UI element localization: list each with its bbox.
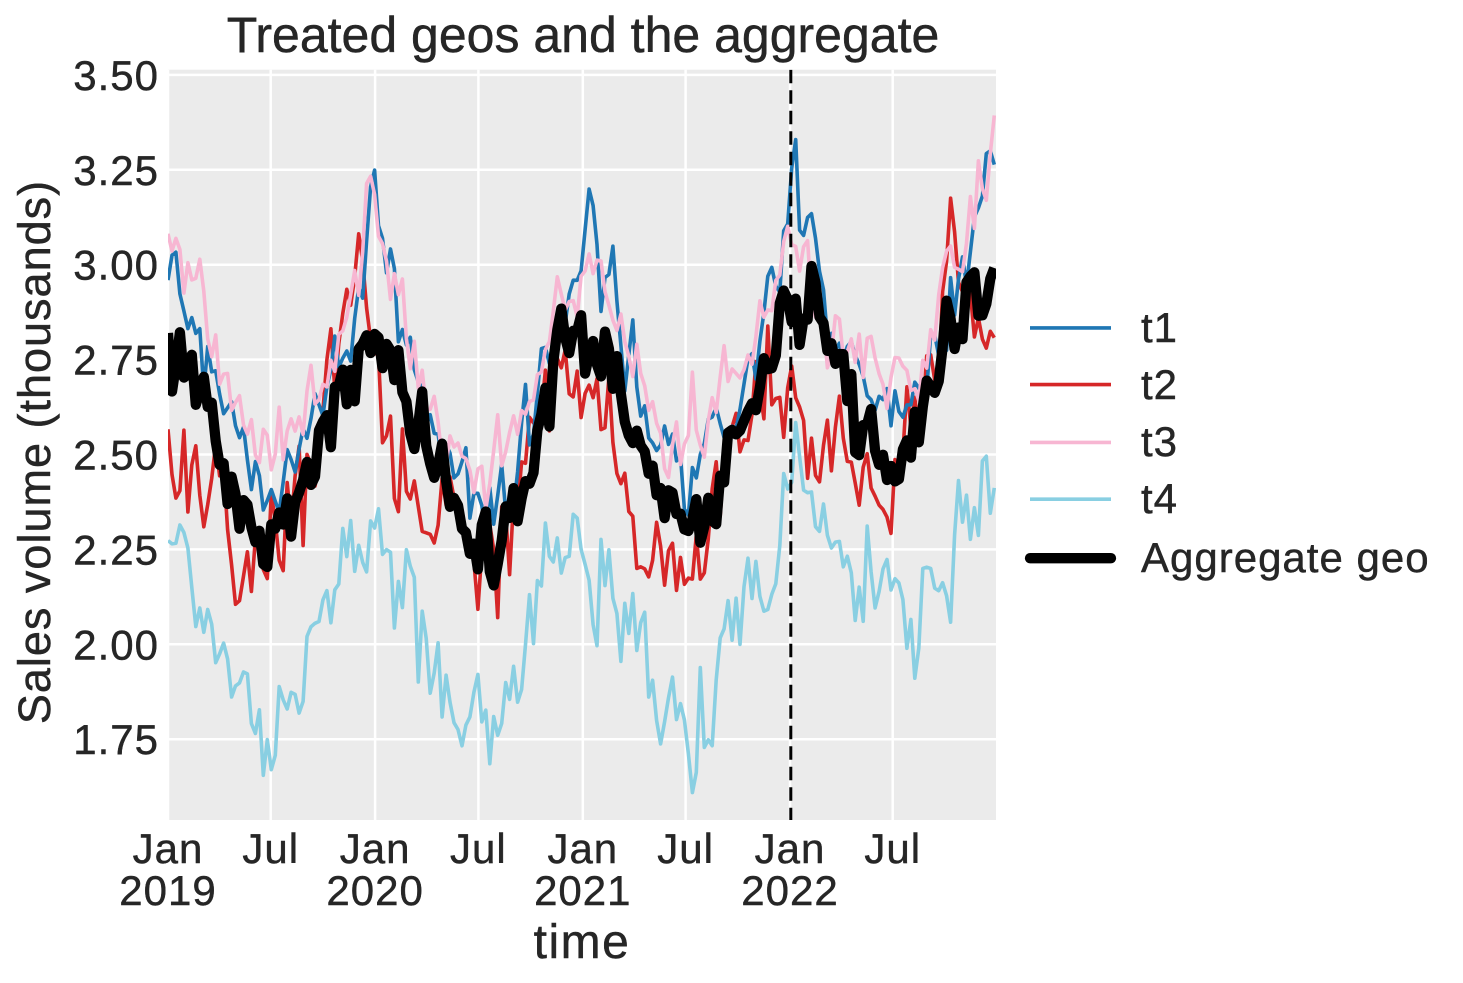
svg-text:t2: t2 — [1141, 361, 1178, 408]
svg-text:3.00: 3.00 — [73, 242, 159, 289]
svg-text:2.75: 2.75 — [73, 337, 159, 384]
svg-text:2.50: 2.50 — [73, 432, 159, 479]
svg-text:3.25: 3.25 — [73, 147, 159, 194]
svg-text:2.00: 2.00 — [73, 621, 159, 668]
svg-text:2021: 2021 — [534, 867, 631, 914]
svg-text:Jul: Jul — [450, 825, 507, 872]
svg-text:3.50: 3.50 — [73, 52, 159, 99]
svg-text:Jan: Jan — [547, 825, 618, 872]
svg-text:2022: 2022 — [741, 867, 838, 914]
svg-text:t4: t4 — [1141, 475, 1178, 522]
svg-text:2.25: 2.25 — [73, 526, 159, 573]
svg-text:Jan: Jan — [133, 825, 204, 872]
svg-text:Sales volume (thousands): Sales volume (thousands) — [9, 180, 60, 724]
svg-text:2020: 2020 — [326, 867, 423, 914]
svg-text:Jan: Jan — [340, 825, 411, 872]
svg-text:Aggregate geo: Aggregate geo — [1141, 534, 1430, 581]
svg-text:t3: t3 — [1141, 418, 1178, 465]
svg-text:Jul: Jul — [657, 825, 714, 872]
svg-text:1.75: 1.75 — [73, 716, 159, 763]
svg-text:Jan: Jan — [755, 825, 826, 872]
svg-text:time: time — [534, 916, 631, 969]
svg-text:Jul: Jul — [242, 825, 299, 872]
svg-text:Treated geos and the aggregate: Treated geos and the aggregate — [227, 7, 940, 63]
svg-text:Jul: Jul — [864, 825, 921, 872]
svg-text:2019: 2019 — [119, 867, 216, 914]
svg-text:t1: t1 — [1141, 304, 1178, 351]
